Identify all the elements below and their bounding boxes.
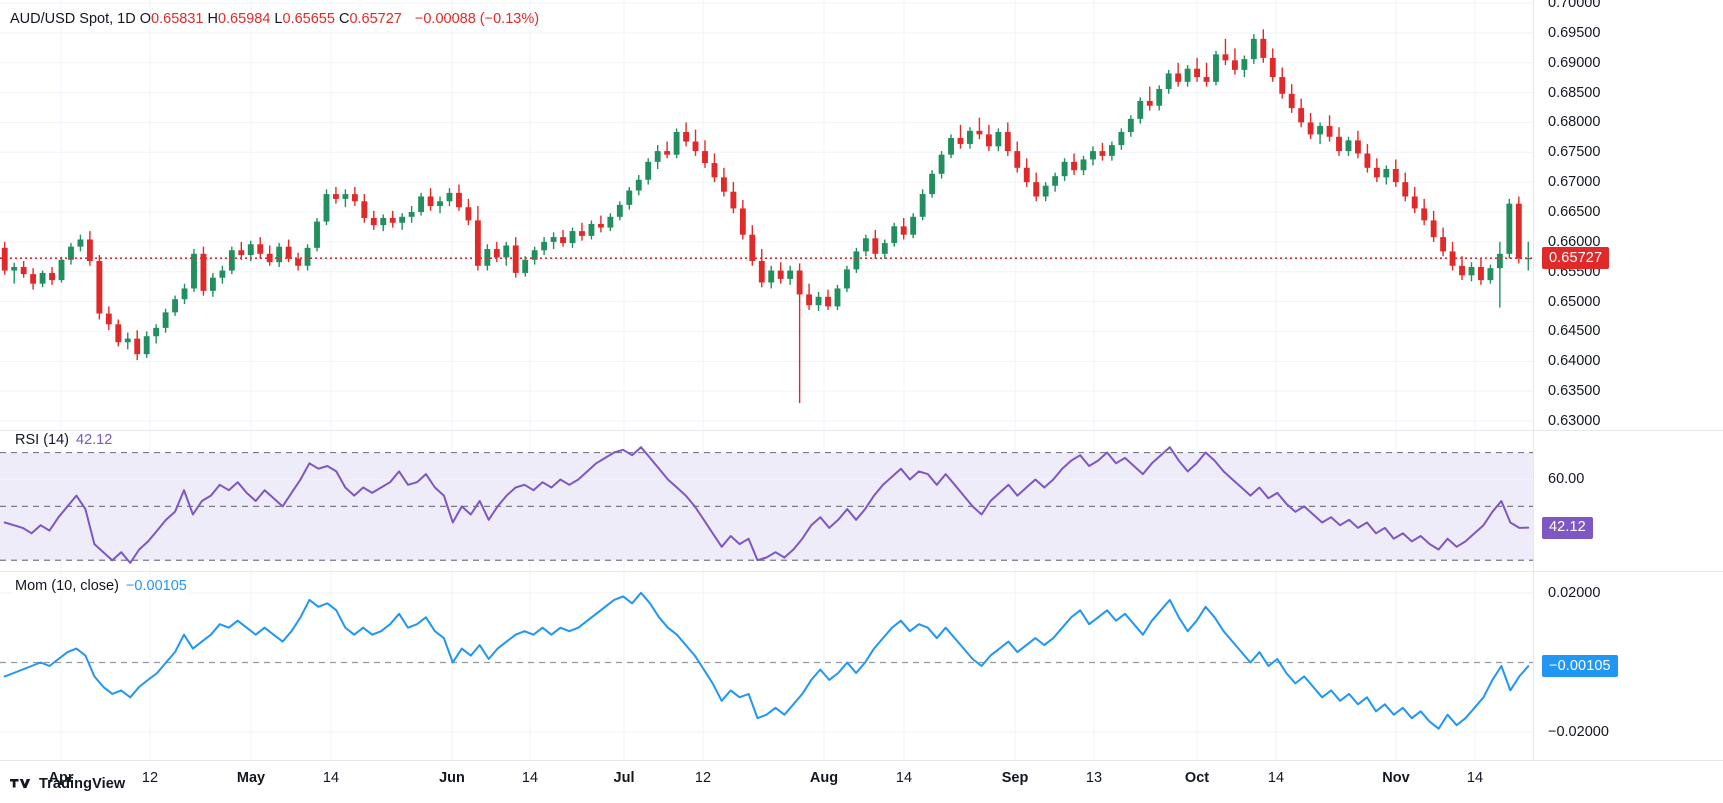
time-axis-label: Apr bbox=[48, 770, 74, 786]
price-axis-tick: 0.64000 bbox=[1548, 353, 1601, 370]
time-axis-label: Nov bbox=[1382, 770, 1410, 786]
rsi-legend-title: RSI (14) bbox=[15, 432, 69, 448]
time-axis-label: 12 bbox=[141, 770, 159, 786]
momentum-legend-value: −0.00105 bbox=[125, 578, 187, 594]
momentum-legend-title: Mom (10, close) bbox=[15, 578, 119, 594]
time-axis-label: 13 bbox=[1085, 770, 1103, 786]
price-axis-tick: 0.66500 bbox=[1548, 204, 1601, 220]
momentum-axis-tick: 0.02000 bbox=[1548, 584, 1601, 601]
time-axis-label: Aug bbox=[809, 770, 839, 786]
price-candlestick-svg bbox=[0, 0, 1533, 430]
price-axis[interactable]: 0.70000 0.69500 0.69000 0.68500 0.68000 0.675… bbox=[1533, 0, 1723, 760]
momentum-legend[interactable]: Mom (10, close) −0.00105 bbox=[12, 578, 190, 594]
pane-separator-2[interactable] bbox=[0, 571, 1723, 572]
rsi-axis-tick: 60.00 bbox=[1548, 471, 1585, 488]
price-axis-tick: 0.67000 bbox=[1548, 174, 1601, 191]
price-axis-tick: 0.68500 bbox=[1548, 84, 1601, 101]
momentum-axis-tick: −0.02000 bbox=[1548, 724, 1609, 741]
time-axis-label: Jun bbox=[439, 770, 465, 786]
last-price-badge: 0.65727 bbox=[1542, 247, 1610, 270]
open-label: O bbox=[139, 11, 152, 27]
price-axis-tick: 0.69000 bbox=[1548, 54, 1601, 71]
low-value: 0.65655 bbox=[282, 11, 335, 27]
rsi-value-badge: 42.12 bbox=[1542, 516, 1593, 539]
change-value: −0.00088 (−0.13%) bbox=[414, 11, 540, 27]
close-value: 0.65727 bbox=[349, 11, 402, 27]
price-axis-tick: 0.63000 bbox=[1548, 413, 1601, 430]
time-axis-label: 12 bbox=[694, 770, 712, 786]
price-pane[interactable] bbox=[0, 0, 1533, 430]
high-value: 0.65984 bbox=[217, 11, 271, 27]
rsi-legend[interactable]: RSI (14) 42.12 bbox=[12, 432, 116, 448]
price-axis-tick: 0.63500 bbox=[1548, 383, 1601, 400]
time-axis-label: Sep bbox=[1001, 770, 1029, 786]
tradingview-branding[interactable]: TradingView bbox=[10, 776, 125, 792]
open-value: 0.65831 bbox=[151, 11, 204, 27]
price-axis-tick: 0.66000 bbox=[1548, 233, 1601, 250]
price-axis-tick: 0.70000 bbox=[1548, 0, 1601, 11]
tradingview-logo-icon bbox=[10, 777, 32, 792]
rsi-pane[interactable] bbox=[0, 431, 1533, 571]
time-axis-label: 14 bbox=[895, 770, 913, 786]
time-axis-label: Jul bbox=[613, 770, 635, 786]
ohlc-legend: AUD/USD Spot, 1D O0.65831 H0.65984 L0.65… bbox=[10, 11, 539, 27]
pane-separator-1[interactable] bbox=[0, 430, 1723, 431]
price-axis-tick: 0.67500 bbox=[1548, 144, 1601, 161]
price-axis-tick: 0.65000 bbox=[1548, 293, 1601, 310]
price-axis-tick: 0.68000 bbox=[1548, 114, 1601, 131]
momentum-line-svg bbox=[0, 572, 1533, 760]
low-label: L bbox=[274, 11, 283, 27]
momentum-pane[interactable] bbox=[0, 572, 1533, 760]
high-label: H bbox=[207, 11, 218, 27]
price-axis-tick: 0.69500 bbox=[1548, 24, 1601, 41]
rsi-legend-value: 42.12 bbox=[76, 432, 113, 448]
momentum-value-badge: −0.00105 bbox=[1542, 655, 1618, 678]
time-axis-label: 14 bbox=[1267, 770, 1285, 786]
time-axis-label: 14 bbox=[1466, 770, 1484, 786]
time-axis-label: 14 bbox=[322, 770, 340, 786]
time-axis[interactable]: Apr 12 May 14 Jun 14 Jul 12 Aug 14 Sep 13 Oct 14 Nov 14 bbox=[0, 760, 1723, 794]
price-axis-tick: 0.64500 bbox=[1548, 323, 1601, 340]
symbol-label[interactable]: AUD/USD Spot, 1D bbox=[10, 11, 136, 27]
tradingview-brand-text: TradingView bbox=[39, 776, 126, 792]
time-axis-label: May bbox=[236, 770, 266, 786]
time-axis-label: Oct bbox=[1184, 770, 1210, 786]
close-label: C bbox=[338, 11, 350, 27]
time-axis-label: 14 bbox=[521, 770, 539, 786]
rsi-line-svg bbox=[0, 431, 1533, 571]
